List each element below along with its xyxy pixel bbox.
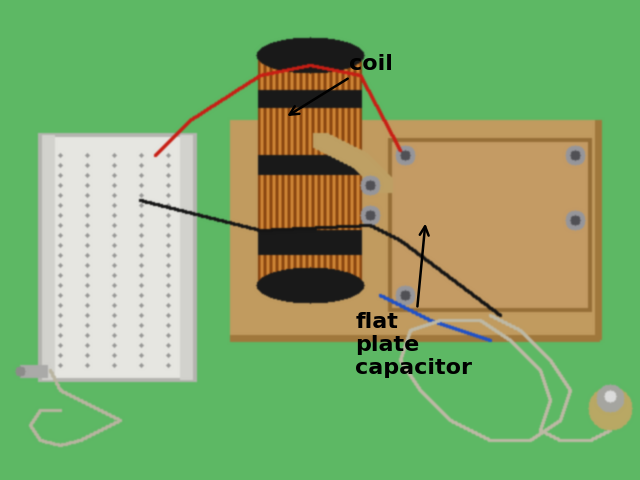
Text: flat
plate
capacitor: flat plate capacitor [355,227,472,378]
Text: coil: coil [289,54,393,115]
